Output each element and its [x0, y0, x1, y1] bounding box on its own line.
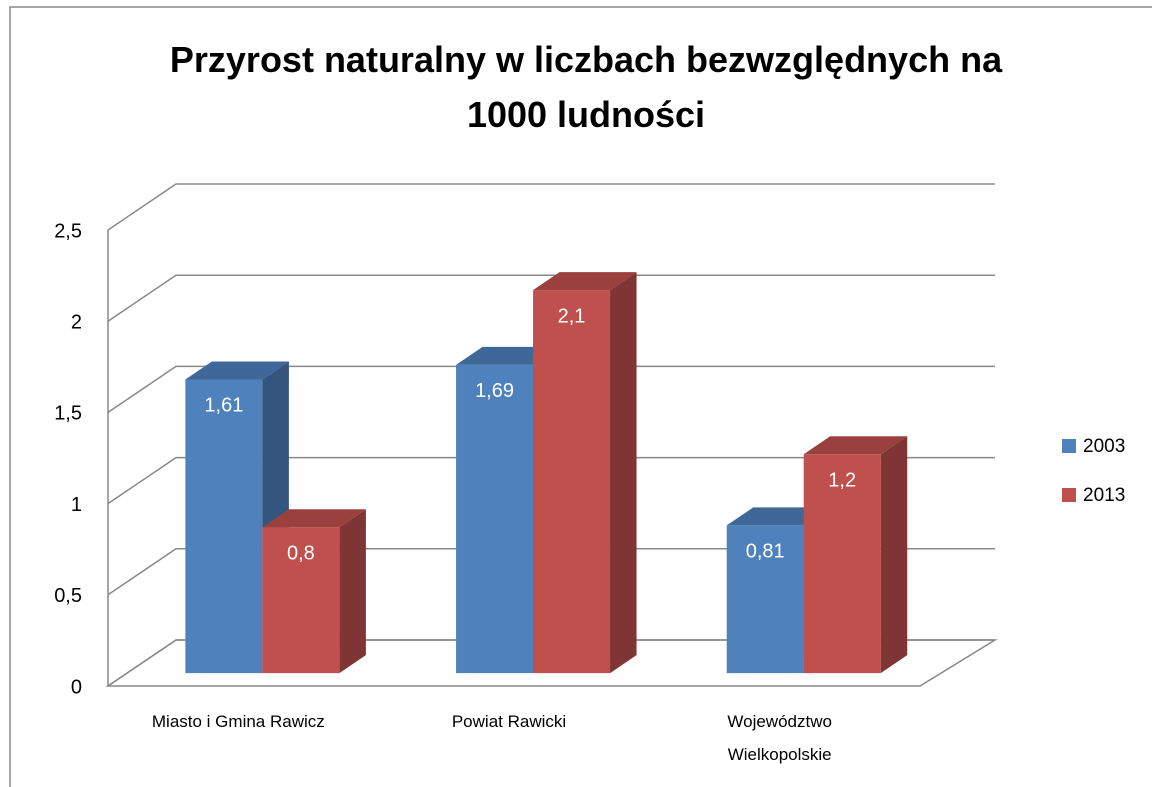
- bar-front: [185, 379, 263, 674]
- y-tick-label: 2,5: [54, 220, 82, 242]
- bar-top: [533, 272, 637, 291]
- value-label: 0,81: [746, 541, 785, 563]
- grid-line: [107, 274, 995, 322]
- value-label: 1,61: [204, 395, 243, 417]
- grid-line: [107, 183, 995, 231]
- bar-front: [533, 290, 611, 674]
- bar: [262, 509, 366, 674]
- legend-label: 2003: [1083, 436, 1125, 457]
- value-label: 1,2: [828, 470, 856, 492]
- grid-line: [107, 365, 995, 414]
- y-tick-label: 1,5: [54, 403, 82, 425]
- bar: [803, 436, 908, 674]
- x-tick-label: Miasto i Gmina Rawicz: [152, 712, 325, 731]
- y-tick-label: 2: [71, 311, 82, 333]
- bar: [533, 272, 637, 674]
- bar-side: [610, 272, 637, 674]
- value-label: 0,8: [287, 542, 315, 564]
- bar: [185, 361, 289, 674]
- x-tick-label: Powiat Rawicki: [452, 712, 566, 731]
- bar-top: [262, 509, 366, 528]
- legend-label: 2013: [1083, 485, 1125, 506]
- bar-top: [185, 361, 289, 380]
- bar-front: [726, 525, 804, 674]
- value-label: 2,1: [558, 305, 586, 327]
- bar-front: [803, 454, 881, 674]
- bar-top: [803, 436, 908, 455]
- y-tick-label: 0,5: [54, 585, 82, 607]
- bar-side: [880, 436, 908, 674]
- x-tick-label: Województwo Wielkopolskie: [727, 712, 832, 764]
- grid-line: [107, 456, 995, 505]
- legend-swatch: [1062, 488, 1076, 502]
- bar-front: [262, 527, 340, 674]
- grid-line: [107, 639, 995, 687]
- chart-frame: [9, 6, 1152, 787]
- bar-side: [339, 509, 366, 674]
- legend-swatch: [1062, 439, 1076, 453]
- value-label: 1,69: [475, 380, 514, 402]
- chart-title: Przyrost naturalny w liczbach bezwzględn…: [170, 39, 1003, 135]
- y-tick-label: 0: [71, 676, 82, 698]
- grid-line: [107, 548, 995, 596]
- bar-front: [456, 364, 534, 674]
- y-tick-label: 1: [71, 494, 82, 516]
